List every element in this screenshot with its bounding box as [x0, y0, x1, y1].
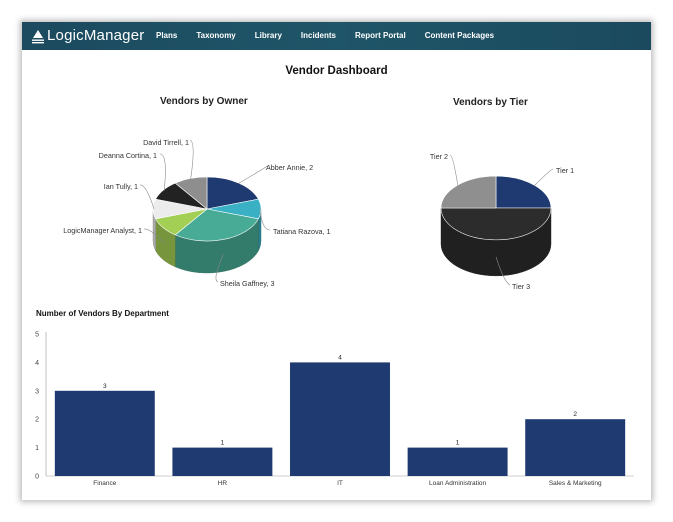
- tier-leader-line: [449, 154, 459, 186]
- department-bar-chart: Number of Vendors By Department 0 1 2 3 4 5 3 F…: [35, 309, 634, 487]
- y-tick-label: 4: [35, 360, 39, 367]
- owner-label-deanna-cortina-1: Deanna Cortina, 1: [99, 151, 157, 160]
- bar-value-label: 1: [221, 440, 225, 447]
- owner-label-david-tirrell-1: David Tirrell, 1: [143, 138, 189, 147]
- logo[interactable]: LogicManager: [31, 26, 144, 46]
- x-tick-label: HR: [218, 480, 228, 487]
- y-tick-label: 0: [35, 474, 39, 481]
- tier-label-tier-2: Tier 2: [430, 152, 448, 161]
- bar-finance[interactable]: [54, 390, 155, 476]
- y-tick-label: 2: [35, 417, 39, 424]
- tier-label-tier-1: Tier 1: [556, 166, 574, 175]
- tier-leader-line: [495, 256, 511, 286]
- bar-loan-administration[interactable]: [407, 447, 508, 476]
- bar-value-label: 1: [456, 440, 460, 447]
- owner-label-sheila-gaffney-3: Sheila Gaffney, 3: [220, 279, 274, 288]
- charts-canvas: Abber Annie, 2 Tatiana Razova, 1 Sheila Ga…: [35, 138, 634, 487]
- owner-leader-line: [237, 165, 268, 184]
- tier-leader-line: [533, 168, 554, 187]
- tier-pie-chart: Tier 1 Tier 3 Tier 2: [430, 152, 574, 291]
- bar-it[interactable]: [290, 362, 390, 476]
- x-tick-label: Finance: [93, 480, 117, 487]
- x-tick-label: Loan Administration: [429, 480, 486, 487]
- owner-leader-line: [259, 208, 271, 231]
- nav-taxonomy[interactable]: Taxonomy: [196, 31, 236, 40]
- x-tick-label: Sales & Marketing: [549, 480, 602, 487]
- owner-label-abber-annie-2: Abber Annie, 2: [266, 163, 313, 172]
- logo-text: LogicManager: [47, 27, 145, 45]
- tier-slice-tier-1[interactable]: [495, 175, 552, 209]
- bar-value-label: 3: [103, 383, 107, 390]
- top-nav-bar: LogicManager Plans Taxonomy Library Inci…: [22, 22, 651, 50]
- nav-library[interactable]: Library: [254, 31, 282, 40]
- tier-chart-title: Vendors by Tier: [453, 97, 528, 108]
- nav-menu: Plans Taxonomy Library Incidents Report …: [156, 22, 513, 50]
- tier-slice-tier-2[interactable]: [440, 175, 497, 209]
- y-tick-label: 3: [35, 388, 39, 395]
- y-tick-label: 1: [35, 445, 39, 452]
- owner-label-logicmanager-analyst-1: LogicManager Analyst, 1: [63, 226, 142, 235]
- bar-hr[interactable]: [172, 447, 273, 476]
- owner-leader-line: [139, 184, 155, 210]
- nav-content-packages[interactable]: Content Packages: [424, 31, 495, 40]
- nav-incidents[interactable]: Incidents: [300, 31, 337, 40]
- owner-slice-sheila-gaffney-3[interactable]: [174, 208, 259, 242]
- app-window: LogicManager Plans Taxonomy Library Inci…: [22, 22, 651, 500]
- tier-label-tier-3: Tier 3: [512, 282, 530, 291]
- bar-value-label: 4: [338, 354, 342, 361]
- owner-slice-david-tirrell-1[interactable]: [174, 176, 208, 210]
- tier-slice-tier-3[interactable]: [440, 207, 552, 241]
- owner-chart-title: Vendors by Owner: [160, 96, 248, 107]
- bar-chart-title: Number of Vendors By Department: [36, 309, 169, 318]
- owner-leader-line: [215, 254, 224, 283]
- nav-plans[interactable]: Plans: [156, 31, 178, 40]
- y-tick-label: 5: [35, 332, 39, 339]
- nav-report-portal[interactable]: Report Portal: [355, 31, 406, 40]
- bar-sales-marketing[interactable]: [525, 419, 626, 476]
- x-tick-label: IT: [337, 480, 343, 487]
- owner-pie-chart: Abber Annie, 2 Tatiana Razova, 1 Sheila Ga…: [63, 138, 330, 288]
- logo-mountain-icon: [32, 30, 44, 44]
- owner-leader-line: [143, 228, 165, 244]
- owner-leader-line: [189, 139, 194, 180]
- owner-label-tatiana-razova-1: Tatiana Razova, 1: [273, 227, 331, 236]
- owner-label-ian-tully-1: Ian Tully, 1: [104, 182, 138, 191]
- page-title: Vendor Dashboard: [285, 65, 388, 77]
- owner-leader-line: [159, 153, 166, 191]
- bar-value-label: 2: [573, 411, 577, 418]
